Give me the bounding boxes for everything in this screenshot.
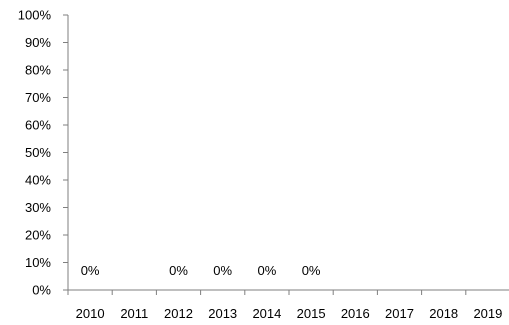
x-tick-label: 2012	[164, 306, 193, 321]
data-label: 0%	[169, 263, 188, 278]
x-tick-label: 2014	[252, 306, 281, 321]
x-tick-label: 2015	[297, 306, 326, 321]
data-label: 0%	[258, 263, 277, 278]
y-tick-label: 60%	[25, 118, 51, 133]
y-tick-label: 30%	[25, 200, 51, 215]
y-tick-label: 70%	[25, 90, 51, 105]
x-tick-label: 2016	[341, 306, 370, 321]
x-tick-label: 2017	[385, 306, 414, 321]
y-tick-label: 40%	[25, 173, 51, 188]
y-axis: 0% 10% 20% 30% 40% 50% 60% 70% 80% 90% 100%	[18, 8, 69, 298]
y-tick-label: 20%	[25, 228, 51, 243]
x-tick-label: 2010	[76, 306, 105, 321]
data-label: 0%	[302, 263, 321, 278]
y-tick-label: 50%	[25, 145, 51, 160]
x-tick-label: 2011	[120, 306, 148, 321]
y-tick-label: 90%	[25, 35, 51, 50]
data-label: 0%	[213, 263, 232, 278]
y-tick-label: 10%	[25, 255, 51, 270]
x-axis: 2010 2011 2012 2013 2014 2015 2016 2017 2018 2019	[67, 289, 509, 321]
data-label: 0%	[81, 263, 100, 278]
x-tick-label: 2013	[208, 306, 237, 321]
data-labels: 0% 0% 0% 0% 0%	[81, 263, 321, 278]
x-tick-label: 2018	[429, 306, 458, 321]
x-tick-label: 2019	[473, 306, 502, 321]
y-tick-label: 0%	[32, 283, 51, 298]
y-tick-label: 80%	[25, 63, 51, 78]
y-tick-label: 100%	[18, 8, 52, 23]
